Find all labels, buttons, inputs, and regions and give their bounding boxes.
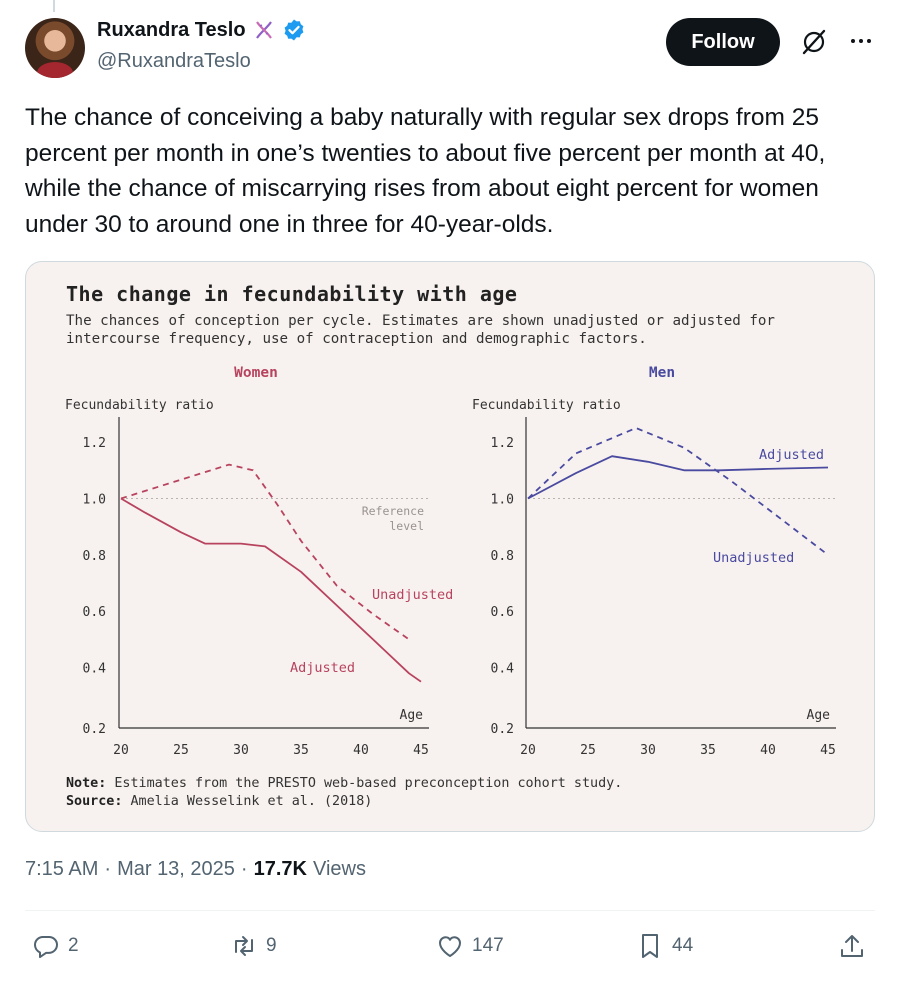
series-line-women-unadjusted: [120, 463, 410, 641]
like-button[interactable]: 147: [436, 928, 504, 964]
thread-connector-line: [53, 0, 55, 12]
dna-emoji-icon: [252, 18, 276, 42]
y-tick-label: 0.8: [83, 549, 106, 564]
y-tick-label: 1.0: [83, 492, 106, 507]
reply-count: 2: [68, 935, 79, 956]
bookmark-button[interactable]: 44: [636, 928, 693, 964]
series-label: Unadjusted: [713, 550, 794, 566]
series-line-men-adjusted: [527, 455, 829, 500]
chart-note: Note: Estimates from the PRESTO web-base…: [66, 775, 622, 811]
share-icon: [841, 935, 863, 957]
author-display-name[interactable]: Ruxandra Teslo: [97, 18, 246, 41]
y-tick-label: 1.2: [491, 436, 514, 451]
tweet-date[interactable]: Mar 13, 2025: [117, 858, 235, 880]
reference-label: Reference: [362, 504, 424, 518]
like-count: 147: [472, 935, 504, 956]
x-tick-label: 35: [700, 743, 716, 758]
x-tick-label: 40: [353, 743, 369, 758]
x-tick-label: 25: [173, 743, 189, 758]
tweet-text: The chance of conceiving a baby naturall…: [25, 104, 826, 238]
tweet-time[interactable]: 7:15 AM: [25, 858, 99, 880]
reply-icon: [34, 936, 58, 959]
more-options-icon[interactable]: [848, 28, 874, 54]
x-tick-label: 35: [293, 743, 309, 758]
follow-button[interactable]: Follow: [666, 18, 780, 66]
x-axis-label: Age: [400, 708, 424, 723]
y-tick-label: 1.2: [83, 436, 106, 451]
y-tick-label: 0.2: [83, 722, 106, 737]
y-tick-label: 0.6: [83, 605, 106, 620]
x-tick-label: 45: [413, 743, 429, 758]
author-handle[interactable]: @RuxandraTeslo: [97, 50, 251, 72]
verified-badge-icon[interactable]: [282, 18, 306, 42]
y-tick-label: 0.4: [83, 662, 107, 677]
chart-subtitle: The chances of conception per cycle. Est…: [66, 313, 775, 347]
divider: [25, 910, 875, 911]
series-label: Adjusted: [759, 447, 824, 463]
y-axis-label: Fecundability ratio: [472, 398, 621, 413]
meta-separator-2: ·: [240, 858, 248, 880]
series-label: Unadjusted: [372, 587, 453, 603]
author-name-row: Ruxandra Teslo: [97, 18, 306, 42]
x-tick-label: 40: [760, 743, 776, 758]
source-text: Amelia Wesselink et al. (2018): [130, 794, 373, 809]
panel-title-women: Women: [234, 365, 278, 381]
share-button[interactable]: [838, 928, 866, 964]
chart-plot-area: Women Fecundability ratio 1.2 1.0 0.8 0.6 0.4 0…: [65, 365, 836, 758]
tweet-meta: 7:15 AM · Mar 13, 2025 · 17.7K Views: [25, 858, 366, 881]
repost-icon: [235, 936, 253, 956]
bookmark-count: 44: [672, 935, 694, 956]
grok-icon[interactable]: [800, 28, 828, 56]
x-tick-label: 20: [113, 743, 129, 758]
x-tick-label: 20: [520, 743, 536, 758]
y-axis-label: Fecundability ratio: [65, 398, 214, 413]
x-tick-label: 45: [820, 743, 836, 758]
tweet-media-chart[interactable]: The change in fecundability with age The…: [25, 261, 875, 832]
source-label: Source:: [66, 794, 123, 809]
series-line-men-unadjusted: [527, 427, 829, 556]
note-text: Estimates from the PRESTO web-based prec…: [114, 776, 623, 791]
x-tick-label: 30: [640, 743, 656, 758]
y-tick-label: 0.2: [491, 722, 514, 737]
heart-icon: [439, 936, 461, 957]
x-tick-label: 30: [233, 743, 249, 758]
meta-separator: ·: [104, 858, 112, 880]
series-line-women-adjusted: [120, 497, 422, 683]
reference-label: level: [389, 519, 424, 533]
y-tick-label: 0.4: [491, 662, 515, 677]
y-tick-label: 1.0: [491, 492, 514, 507]
chart-title: The change in fecundability with age: [66, 282, 518, 306]
repost-count: 9: [266, 935, 277, 956]
reply-button[interactable]: 2: [32, 928, 79, 964]
x-axis-label: Age: [807, 708, 831, 723]
views-label: Views: [312, 858, 366, 880]
panel-title-men: Men: [649, 365, 675, 381]
y-tick-label: 0.6: [491, 605, 514, 620]
x-tick-label: 25: [580, 743, 596, 758]
avatar[interactable]: [25, 18, 85, 78]
repost-button[interactable]: 9: [230, 928, 277, 964]
series-label: Adjusted: [290, 660, 355, 676]
bookmark-icon: [642, 934, 658, 958]
views-count: 17.7K: [253, 858, 307, 880]
note-label: Note:: [66, 776, 107, 791]
y-tick-label: 0.8: [491, 549, 514, 564]
